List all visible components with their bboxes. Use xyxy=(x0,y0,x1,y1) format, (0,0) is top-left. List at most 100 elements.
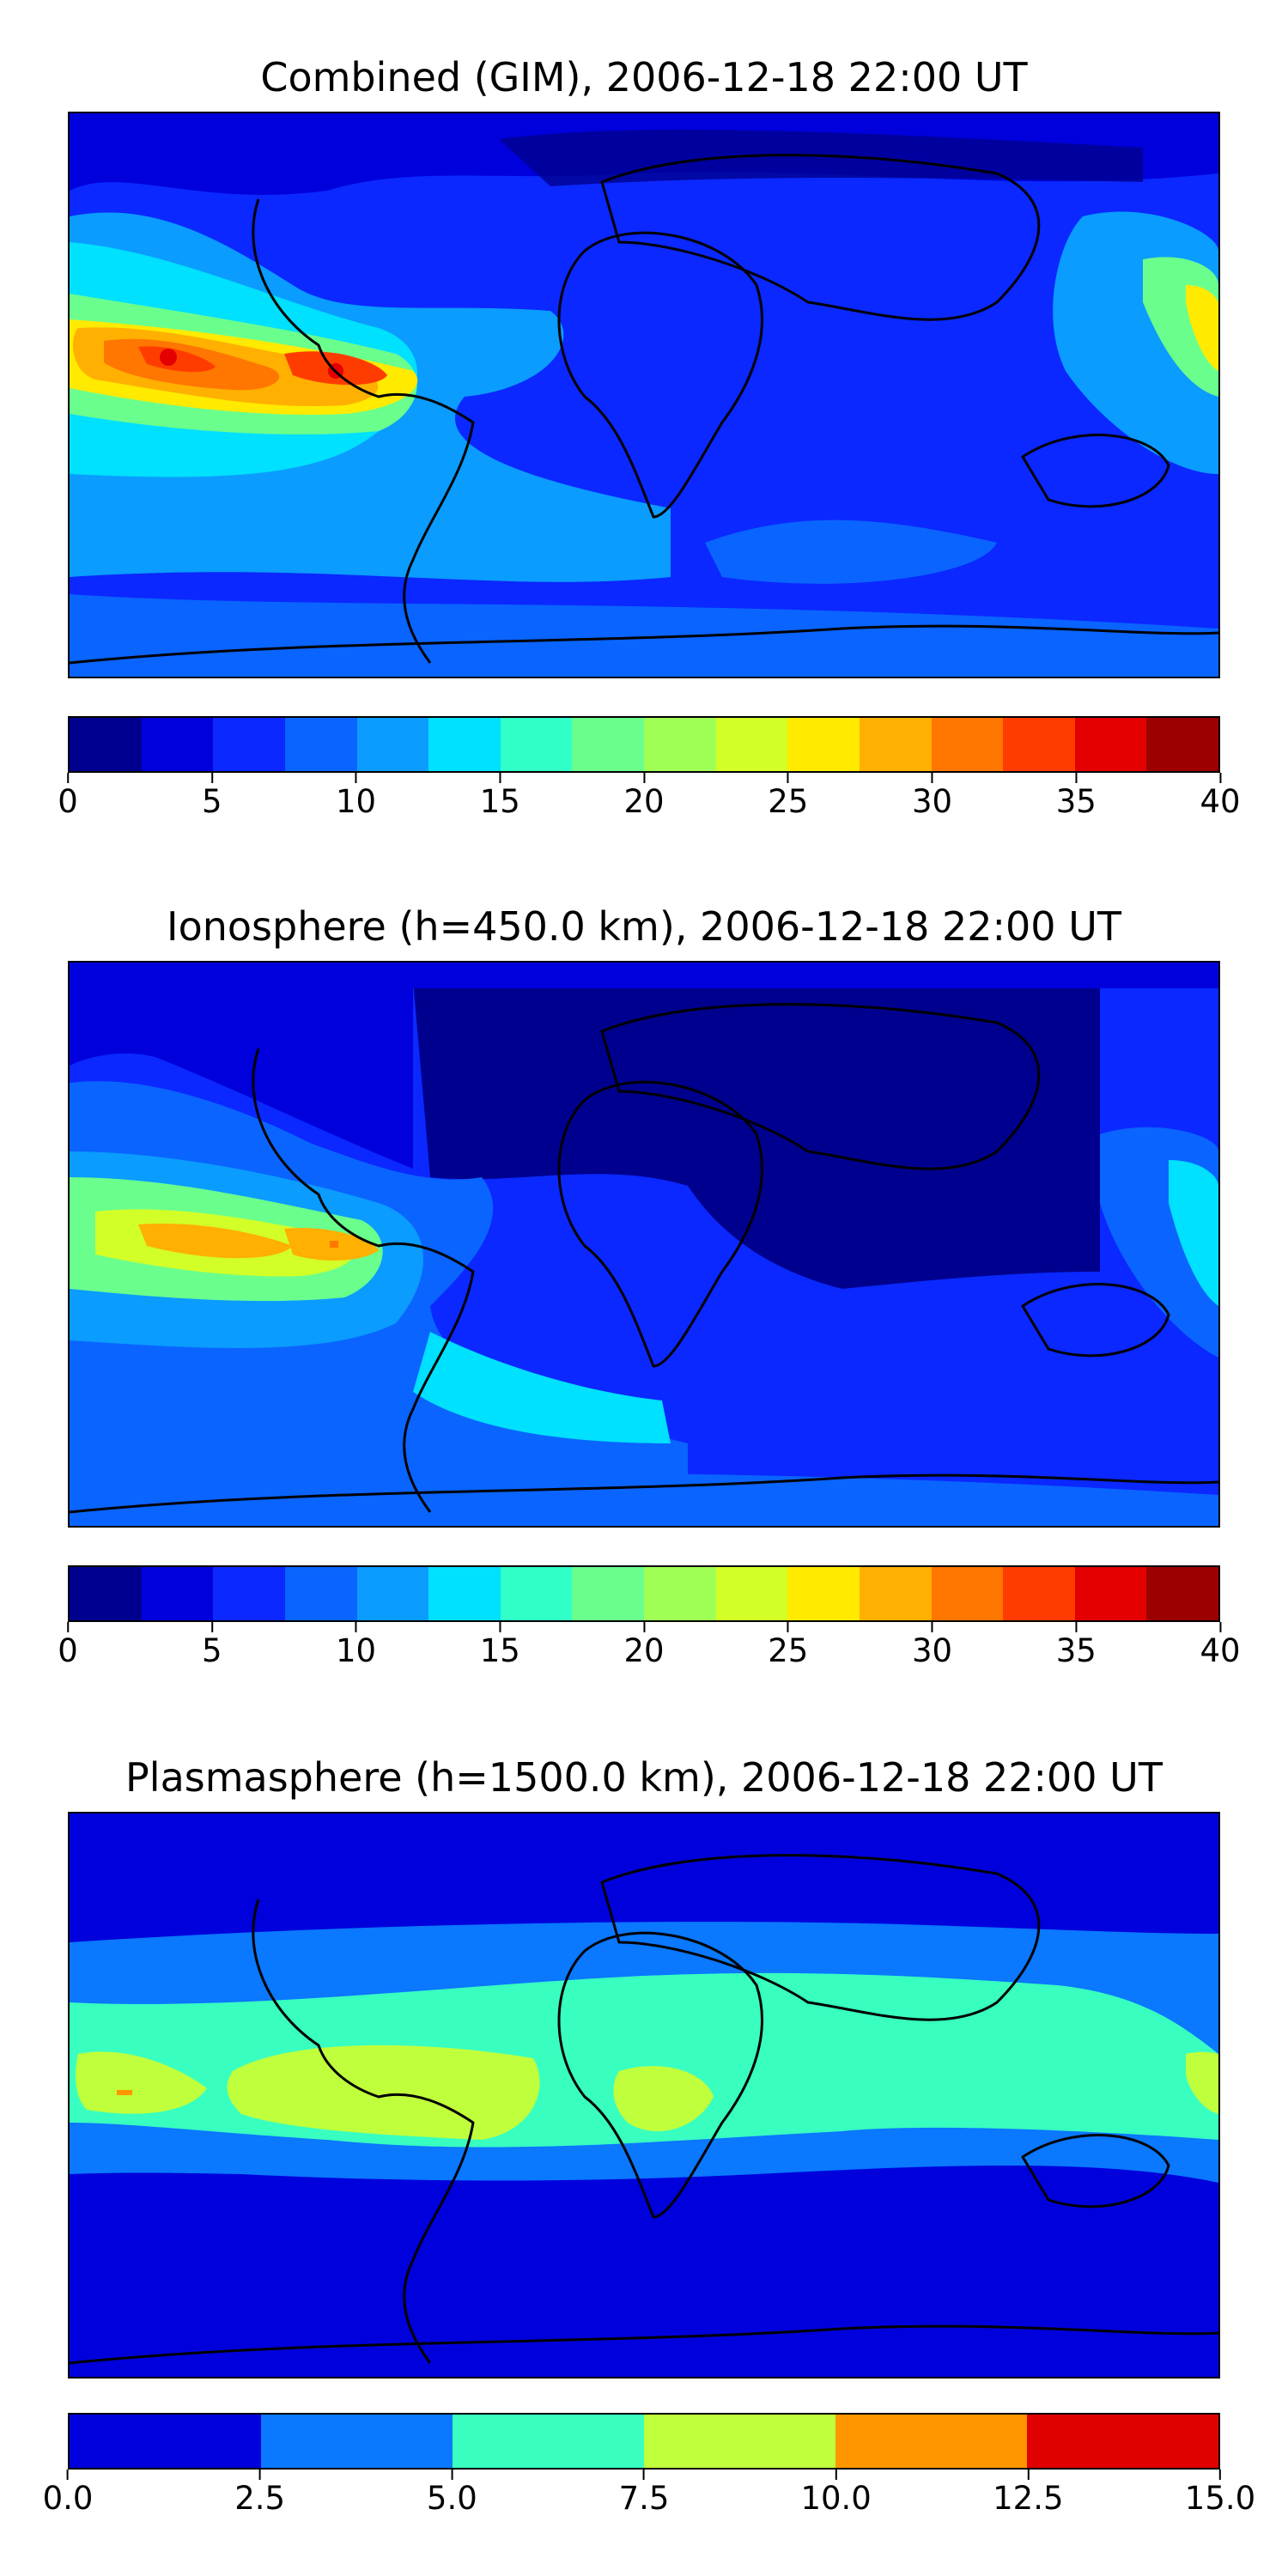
colorbar-bin-13 xyxy=(1003,718,1075,771)
colorbar-bin-14 xyxy=(1074,1567,1147,1620)
colorbar-bin-15 xyxy=(1146,1567,1218,1620)
colorbar-bin-11 xyxy=(859,1567,932,1620)
colorbar-tick: 12.5 xyxy=(993,2470,1064,2518)
colorbar-tick: 5.0 xyxy=(427,2470,477,2518)
colorbar-tick: 35 xyxy=(1056,1622,1097,1670)
colorbar-tick: 0.0 xyxy=(42,2470,94,2518)
colorbar-bin-7 xyxy=(572,718,644,771)
colorbar-tick: 30 xyxy=(912,1622,952,1670)
colorbar-tick-label: 25 xyxy=(768,783,809,820)
colorbar-bin-9 xyxy=(715,1567,788,1620)
colorbar-tick: 15.0 xyxy=(1185,2470,1255,2518)
panel-1-map xyxy=(68,112,1220,678)
colorbar-tick: 25 xyxy=(768,773,808,821)
panel-2-colorbar-ticks: 0 5 10 15 20 25 30 35 40 xyxy=(58,1622,1241,1674)
colorbar-bin-1 xyxy=(141,718,214,771)
colorbar-tick-label: 5.0 xyxy=(426,2480,477,2517)
colorbar-bin-12 xyxy=(931,1567,1004,1620)
colorbar-tick-label: 0 xyxy=(58,1632,78,1669)
panel-2-title: Ionosphere (h=450.0 km), 2006-12-18 22:0… xyxy=(167,903,1121,950)
colorbar-tick: 15 xyxy=(480,773,520,821)
panel-2-map xyxy=(68,961,1220,1528)
colorbar-tick-label: 10 xyxy=(335,783,377,820)
colorbar-bin-0 xyxy=(70,1567,142,1620)
colorbar-tick: 25 xyxy=(768,1622,808,1670)
panel-3-colorbar-ticks: 0.0 2.5 5.0 7.5 10.0 12.5 15.0 xyxy=(43,2470,1255,2521)
panel-1-colorbar xyxy=(68,716,1220,773)
colorbar-bin-2 xyxy=(213,718,285,771)
colorbar-tick-label: 20 xyxy=(623,1632,665,1669)
colorbar-tick-label: 10 xyxy=(335,1632,377,1669)
colorbar-tick: 7.5 xyxy=(618,2470,670,2518)
colorbar-tick: 0 xyxy=(58,773,78,821)
colorbar-tick-label: 25 xyxy=(768,1632,809,1669)
colorbar-bin-3 xyxy=(644,2415,835,2468)
colorbar-bin-6 xyxy=(500,718,573,771)
colorbar-bin-3 xyxy=(284,1567,357,1620)
panel-1-colorbar-ticks: 0 5 10 15 20 25 30 35 40 xyxy=(58,773,1241,824)
colorbar-tick: 10 xyxy=(336,1622,376,1670)
colorbar-tick-label: 35 xyxy=(1055,1632,1097,1669)
colorbar-bin-4 xyxy=(356,718,429,771)
colorbar-tick-label: 0 xyxy=(58,783,78,820)
colorbar-tick: 20 xyxy=(623,1622,665,1670)
colorbar-tick: 35 xyxy=(1056,773,1097,821)
colorbar-tick-label: 0.0 xyxy=(42,2480,94,2517)
panel-3-map xyxy=(68,1812,1220,2379)
colorbar-bin-5 xyxy=(428,718,501,771)
colorbar-tick-label: 40 xyxy=(1200,1632,1241,1669)
colorbar-tick-label: 30 xyxy=(911,783,953,820)
colorbar-tick-label: 12.5 xyxy=(993,2480,1064,2517)
colorbar-bin-11 xyxy=(859,718,932,771)
colorbar-bin-10 xyxy=(787,718,860,771)
colorbar-tick-label: 35 xyxy=(1055,783,1097,820)
colorbar-tick: 10.0 xyxy=(800,2470,872,2518)
colorbar-bin-5 xyxy=(428,1567,501,1620)
colorbar-bin-4 xyxy=(356,1567,429,1620)
colorbar-bin-1 xyxy=(141,1567,214,1620)
colorbar-tick-label: 15.0 xyxy=(1184,2480,1256,2517)
colorbar-bin-8 xyxy=(644,718,716,771)
colorbar-tick: 0 xyxy=(58,1622,78,1670)
colorbar-bin-10 xyxy=(787,1567,860,1620)
colorbar-tick-label: 5 xyxy=(201,783,222,820)
panel-1-title: Combined (GIM), 2006-12-18 22:00 UT xyxy=(260,54,1028,100)
colorbar-tick: 2.5 xyxy=(234,2470,285,2518)
colorbar-tick-label: 20 xyxy=(623,783,665,820)
colorbar-tick: 20 xyxy=(623,773,665,821)
colorbar-tick-label: 15 xyxy=(479,783,520,820)
colorbar-tick: 30 xyxy=(912,773,952,821)
colorbar-tick-label: 40 xyxy=(1200,783,1241,820)
colorbar-bin-0 xyxy=(70,718,142,771)
colorbar-tick-label: 7.5 xyxy=(618,2480,670,2517)
colorbar-bin-6 xyxy=(500,1567,573,1620)
colorbar-tick-label: 5 xyxy=(201,1632,222,1669)
colorbar-bin-0 xyxy=(70,2415,261,2468)
colorbar-tick: 5 xyxy=(202,1622,222,1670)
colorbar-bin-14 xyxy=(1074,718,1147,771)
colorbar-tick: 5 xyxy=(202,773,222,821)
colorbar-tick: 15 xyxy=(480,1622,520,1670)
colorbar-tick-label: 2.5 xyxy=(234,2480,286,2517)
colorbar-bin-15 xyxy=(1146,718,1218,771)
colorbar-bin-8 xyxy=(644,1567,716,1620)
colorbar-bin-1 xyxy=(261,2415,453,2468)
colorbar-bin-7 xyxy=(572,1567,644,1620)
colorbar-tick-label: 15 xyxy=(479,1632,520,1669)
panel-3-title: Plasmasphere (h=1500.0 km), 2006-12-18 2… xyxy=(125,1754,1163,1801)
panel-3-colorbar xyxy=(68,2413,1220,2470)
colorbar-tick: 40 xyxy=(1200,773,1241,821)
colorbar-bin-2 xyxy=(213,1567,285,1620)
colorbar-bin-3 xyxy=(284,718,357,771)
colorbar-bin-2 xyxy=(453,2415,644,2468)
colorbar-bin-9 xyxy=(715,718,788,771)
colorbar-bin-4 xyxy=(835,2415,1027,2468)
colorbar-tick: 10 xyxy=(336,773,376,821)
colorbar-tick: 40 xyxy=(1200,1622,1241,1670)
panel-2-colorbar xyxy=(68,1565,1220,1622)
colorbar-tick-label: 30 xyxy=(911,1632,953,1669)
colorbar-bin-12 xyxy=(931,718,1004,771)
colorbar-tick-label: 10.0 xyxy=(800,2480,872,2517)
colorbar-bin-13 xyxy=(1003,1567,1075,1620)
colorbar-bin-5 xyxy=(1027,2415,1218,2468)
